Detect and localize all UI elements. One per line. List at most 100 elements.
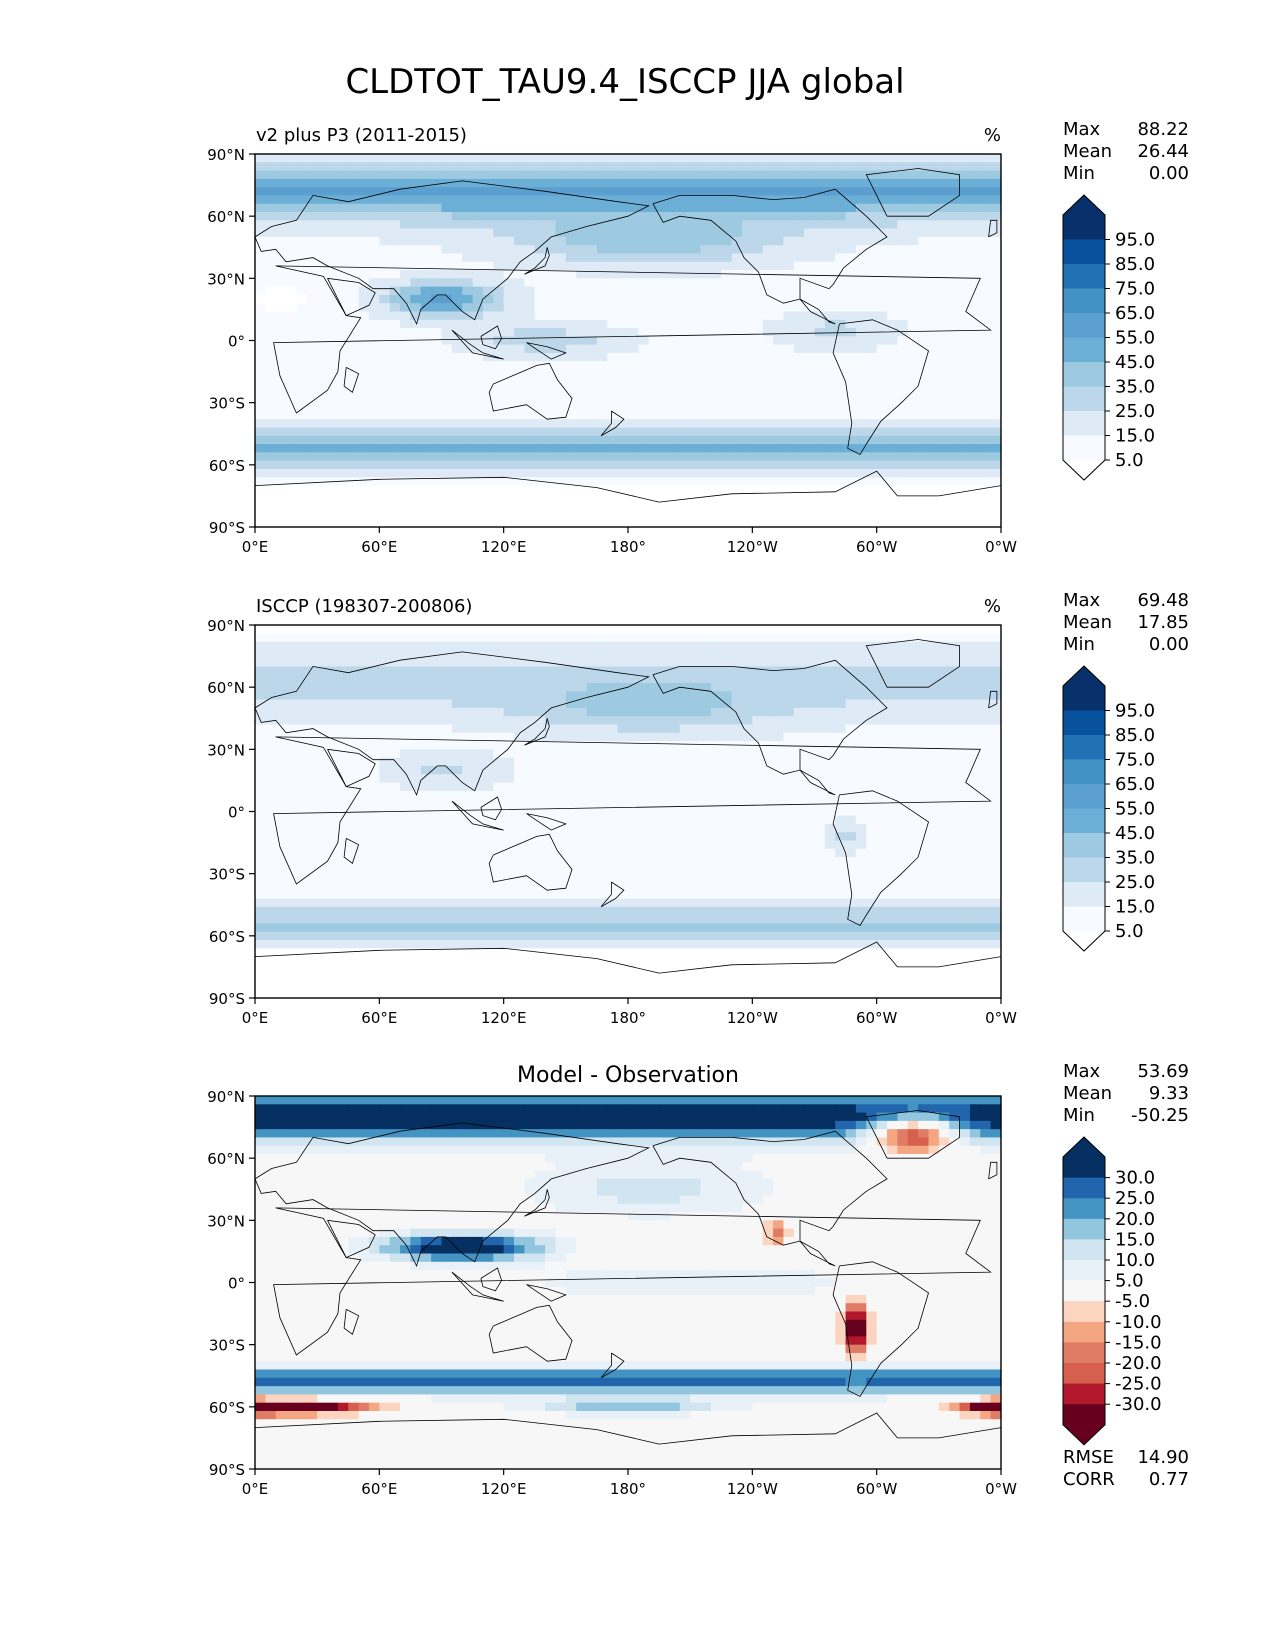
x-tick-label: 60°E	[361, 1009, 397, 1027]
y-tick-label: 30°S	[209, 866, 245, 884]
colorbar-extend-top	[1063, 1137, 1105, 1157]
colorbar-swatch	[1063, 686, 1105, 711]
stats-block: Max 53.69 Mean 9.33 Min -50.25 RMSE 14.9…	[1063, 1061, 1189, 1490]
stat-max-value: 88.22	[1137, 119, 1189, 140]
colorbar-swatch	[1063, 759, 1105, 785]
stat-mean-value: 26.44	[1137, 141, 1189, 162]
colorbar-swatch	[1063, 882, 1105, 907]
colorbar-tick-label: -30.0	[1115, 1394, 1162, 1415]
x-tick-label: 120°W	[727, 1009, 778, 1027]
stat-min-value: 0.00	[1149, 163, 1189, 184]
colorbar-tick-label: 65.0	[1115, 303, 1155, 324]
colorbar-tick-label: -25.0	[1115, 1374, 1162, 1395]
colorbar-swatch	[1063, 435, 1105, 461]
figure-title: CLDTOT_TAU9.4_ISCCP JJA global	[345, 62, 904, 102]
colorbar-tick-label: 85.0	[1115, 254, 1155, 275]
stat-mean-value: 17.85	[1137, 612, 1189, 633]
x-tick-label: 180°	[610, 1009, 646, 1027]
colorbar-swatch	[1063, 1321, 1105, 1343]
y-tick-label: 60°S	[209, 1399, 245, 1417]
y-tick-label: 30°S	[209, 395, 245, 413]
x-tick-label: 180°	[610, 1480, 646, 1498]
y-tick-label: 90°S	[209, 519, 245, 537]
x-tick-label: 0°W	[985, 1480, 1017, 1498]
colorbar-swatch	[1063, 411, 1105, 436]
colorbar-tick-label: 15.0	[1115, 897, 1155, 918]
colorbar-swatch	[1063, 362, 1105, 387]
colorbar-swatch	[1063, 239, 1105, 265]
colorbar-extend-bottom	[1063, 460, 1105, 480]
y-tick-label: 60°N	[207, 1150, 245, 1168]
colorbar-swatch	[1063, 1218, 1105, 1240]
colorbar-swatch	[1063, 906, 1105, 932]
x-axis: 0°E 60°E 120°E 180° 120°W 60°W 0°W	[242, 527, 1017, 556]
colorbar: 95.0 85.0 75.0 65.0 55.0 45.0 35.0 25.0 15.0 5.0	[1062, 665, 1155, 952]
x-tick-label: 120°E	[481, 538, 527, 556]
colorbar-tick-label: 15.0	[1115, 1229, 1155, 1250]
y-tick-label: 30°N	[207, 741, 245, 759]
x-tick-label: 60°W	[856, 538, 898, 556]
colorbar-tick-label: 45.0	[1115, 823, 1155, 844]
y-tick-label: 60°S	[209, 928, 245, 946]
stat-min-value: 0.00	[1149, 634, 1189, 655]
colorbar-tick-label: 25.0	[1115, 401, 1155, 422]
coastlines	[255, 168, 1001, 503]
coastlines	[255, 639, 1001, 974]
colorbar-extend-bottom	[1063, 1424, 1105, 1445]
colorbar-tick-label: 75.0	[1115, 750, 1155, 771]
colorbar-swatch	[1063, 386, 1105, 412]
colorbar-extend-top	[1063, 666, 1105, 686]
colorbar: 30.025.020.015.010.05.0-5.0-10.0-15.0-20…	[1062, 1136, 1162, 1446]
stat-mean-value: 9.33	[1149, 1083, 1189, 1104]
stats-block: Max 88.22 Mean 26.44 Min 0.00	[1063, 119, 1189, 184]
colorbar-swatch	[1063, 833, 1105, 858]
stat-max-label: Max	[1063, 590, 1101, 611]
colorbar-tick-label: 65.0	[1115, 774, 1155, 795]
colorbar-tick-label: 25.0	[1115, 1188, 1155, 1209]
colorbar-swatch	[1063, 857, 1105, 883]
stat-min-value: -50.25	[1131, 1105, 1189, 1126]
x-tick-label: 0°E	[242, 538, 269, 556]
colorbar-tick-label: -5.0	[1115, 1291, 1150, 1312]
colorbar-tick-label: 30.0	[1115, 1168, 1155, 1189]
colorbar-swatch	[1063, 1260, 1105, 1281]
colorbar-swatch	[1063, 1198, 1105, 1220]
panel-units: %	[984, 125, 1001, 146]
colorbar-swatch	[1063, 215, 1105, 240]
colorbar-swatch	[1063, 1239, 1105, 1261]
colorbar-swatch	[1063, 1342, 1105, 1364]
y-tick-label: 90°S	[209, 1461, 245, 1479]
y-tick-label: 60°S	[209, 457, 245, 475]
y-tick-label: 30°N	[207, 270, 245, 288]
map-field	[255, 625, 1001, 998]
colorbar-tick-label: 5.0	[1115, 1271, 1144, 1292]
colorbar-swatch	[1063, 337, 1105, 363]
stat-mean-label: Mean	[1063, 612, 1112, 633]
y-tick-label: 0°	[228, 1275, 245, 1293]
colorbar-tick-label: 45.0	[1115, 352, 1155, 373]
coastlines	[255, 1110, 1001, 1445]
y-axis: 90°N 60°N 30°N 0° 30°S 60°S 90°S	[207, 146, 255, 537]
x-tick-label: 60°E	[361, 1480, 397, 1498]
colorbar-extend-bottom	[1063, 931, 1105, 951]
stat-min-label: Min	[1063, 1105, 1095, 1126]
x-tick-label: 60°E	[361, 538, 397, 556]
y-tick-label: 90°N	[207, 617, 245, 635]
colorbar-tick-label: 35.0	[1115, 848, 1155, 869]
colorbar-swatch	[1063, 735, 1105, 760]
x-tick-label: 60°W	[856, 1480, 898, 1498]
colorbar-tick-label: 55.0	[1115, 328, 1155, 349]
stat-max-value: 69.48	[1137, 590, 1189, 611]
colorbar-tick-label: 95.0	[1115, 701, 1155, 722]
colorbar-swatch	[1063, 1280, 1105, 1302]
colorbar-swatch	[1063, 784, 1105, 809]
panel-test: v2 plus P3 (2011-2015) % 90°N 60°N 30°N 0° 3…	[207, 119, 1189, 556]
y-tick-label: 90°N	[207, 146, 245, 164]
stat-min-label: Min	[1063, 163, 1095, 184]
stat-max-label: Max	[1063, 1061, 1101, 1082]
stat-max-value: 53.69	[1137, 1061, 1189, 1082]
colorbar-swatch	[1063, 1404, 1105, 1426]
x-axis: 0°E 60°E 120°E 180° 120°W 60°W 0°W	[242, 998, 1017, 1027]
y-tick-label: 90°S	[209, 990, 245, 1008]
